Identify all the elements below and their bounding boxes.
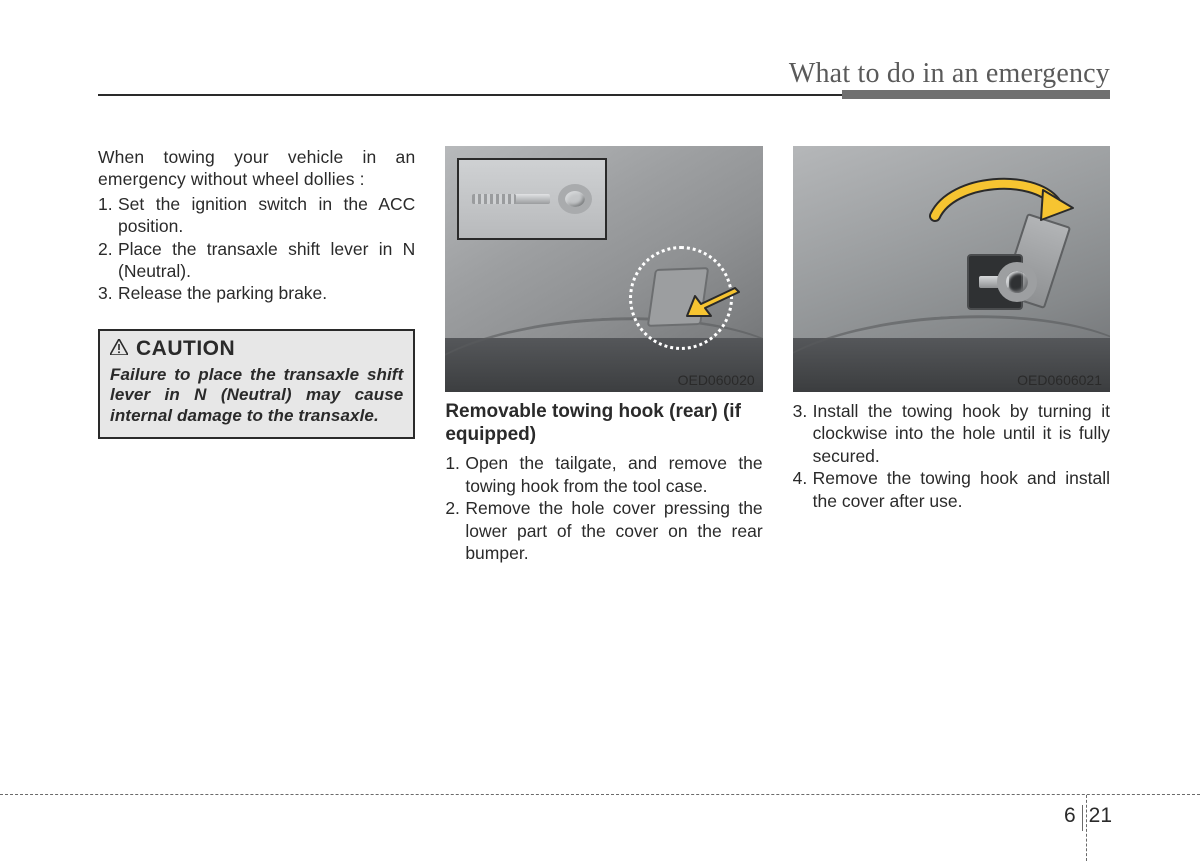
- manual-page: What to do in an emergency When towing y…: [0, 0, 1200, 861]
- figure-code: OED060020: [678, 372, 755, 388]
- column-1: When towing your vehicle in an emergency…: [98, 146, 415, 564]
- hook-steps-list-b: 3.Install the towing hook by turning it …: [793, 400, 1110, 512]
- figure-tow-hook-cover: OED060020: [445, 146, 762, 392]
- section-title: What to do in an emergency: [789, 58, 1110, 90]
- list-number: 2.: [98, 238, 118, 283]
- list-number: 3.: [98, 282, 118, 304]
- page-header: What to do in an emergency: [98, 58, 1110, 102]
- list-text: Set the ignition switch in the ACC posit…: [118, 193, 415, 238]
- footer-rule: [0, 794, 1200, 795]
- section-number: 6: [1064, 804, 1076, 828]
- list-text: Release the parking brake.: [118, 282, 415, 304]
- list-text: Place the transaxle shift lever in N (Ne…: [118, 238, 415, 283]
- list-text: Open the tailgate, and remove the towing…: [465, 452, 762, 497]
- eyebolt-icon: [472, 184, 592, 214]
- column-2: OED060020 Removable towing hook (rear) (…: [445, 146, 762, 564]
- page-index: 21: [1089, 804, 1112, 828]
- rotate-clockwise-arrow-icon: [923, 172, 1081, 232]
- figure-code: OED0606021: [1017, 372, 1102, 388]
- list-number: 1.: [98, 193, 118, 238]
- hook-steps-list-a: 1.Open the tailgate, and remove the towi…: [445, 452, 762, 564]
- column-3: OED0606021 3.Install the towing hook by …: [793, 146, 1110, 564]
- caution-body-text: Failure to place the transaxle shift lev…: [110, 365, 403, 427]
- caution-label: CAUTION: [136, 337, 235, 361]
- list-number: 3.: [793, 400, 813, 467]
- caution-box: CAUTION Failure to place the transaxle s…: [98, 329, 415, 439]
- towing-steps-list: 1.Set the ignition switch in the ACC pos…: [98, 193, 415, 305]
- list-number: 1.: [445, 452, 465, 497]
- installed-hook-illustration: [979, 260, 1037, 304]
- warning-triangle-icon: [110, 339, 128, 359]
- subsection-heading: Removable towing hook (rear) (if equippe…: [445, 400, 762, 446]
- list-number: 2.: [445, 497, 465, 564]
- page-num-separator: [1082, 805, 1083, 831]
- intro-text: When towing your vehicle in an emergency…: [98, 146, 415, 191]
- list-text: Remove the towing hook and install the c…: [813, 467, 1110, 512]
- figure-tow-hook-install: OED0606021: [793, 146, 1110, 392]
- list-number: 4.: [793, 467, 813, 512]
- list-text: Install the towing hook by turning it cl…: [813, 400, 1110, 467]
- caution-heading: CAUTION: [110, 337, 403, 361]
- press-arrow-icon: [681, 286, 741, 326]
- eyebolt-inset-illustration: [457, 158, 607, 240]
- page-number: 6 21: [1064, 803, 1112, 829]
- header-tab: [842, 90, 1110, 99]
- content-columns: When towing your vehicle in an emergency…: [98, 146, 1110, 564]
- list-text: Remove the hole cover pressing the lower…: [465, 497, 762, 564]
